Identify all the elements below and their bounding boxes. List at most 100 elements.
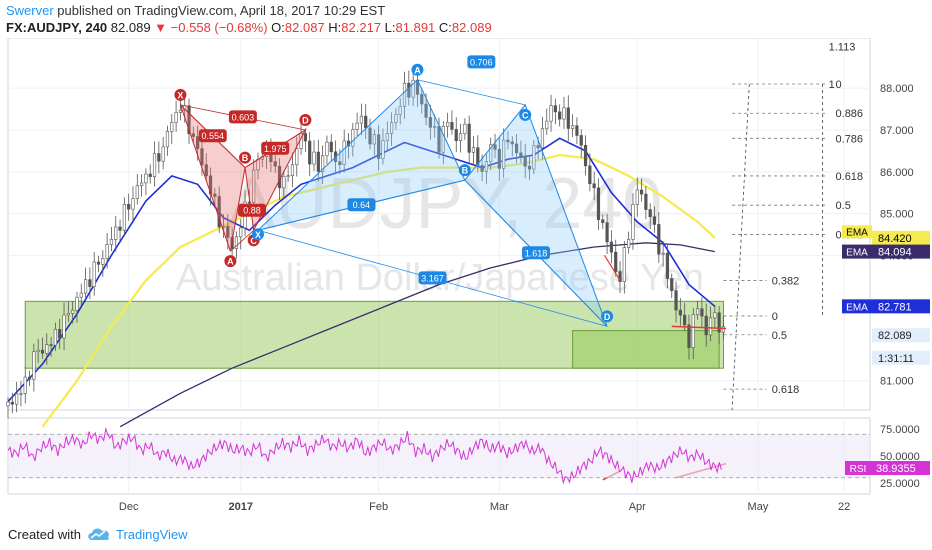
- candle: [157, 141, 161, 174]
- candle-body: [191, 133, 195, 137]
- candle: [670, 273, 674, 299]
- candle-body: [10, 401, 14, 405]
- harmonic-ratio-label: 0.64: [347, 198, 376, 212]
- candle: [122, 197, 126, 236]
- price-label-84-420: 84.420: [872, 230, 930, 245]
- candle-body: [678, 309, 682, 316]
- close-value: 82.089: [451, 20, 492, 35]
- candle-body: [545, 120, 549, 130]
- price-label-text: 84.094: [878, 247, 912, 259]
- harmonic-point-b: B: [458, 164, 471, 177]
- point-label: C: [250, 236, 257, 246]
- harmonic-pattern-red[interactable]: 0.554 0.88 1.975 0.603 X A B C D: [174, 88, 312, 268]
- harmonic-point-a: A: [224, 255, 237, 268]
- candle-body: [385, 133, 389, 141]
- candle: [575, 117, 579, 145]
- candle-body: [368, 127, 372, 145]
- time-axis[interactable]: Dec 2017 Feb Mar Apr May 22: [119, 501, 850, 513]
- candle-body: [187, 105, 191, 135]
- candle-body: [148, 173, 152, 177]
- candle: [489, 137, 493, 170]
- candle-body: [23, 376, 27, 394]
- candle: [45, 333, 49, 365]
- point-label: B: [462, 166, 469, 176]
- candle: [514, 134, 519, 164]
- candle-body: [674, 290, 678, 311]
- candle: [394, 108, 398, 130]
- harmonic-point-x: X: [174, 88, 187, 101]
- candle: [549, 94, 553, 132]
- candle: [661, 241, 665, 267]
- candle-body: [83, 279, 88, 294]
- candle-body: [239, 227, 243, 238]
- candle-body: [489, 144, 493, 162]
- created-with-text: Created with: [8, 527, 81, 542]
- price-label-bg: [872, 299, 930, 314]
- main-pane[interactable]: [7, 38, 871, 411]
- price-chart[interactable]: AUDJPY, 240 Australian Dollar/Japanese Y…: [0, 38, 932, 520]
- candle-body: [683, 314, 687, 326]
- candle-body: [558, 111, 562, 120]
- low-value: 81.891: [395, 20, 436, 35]
- candle: [286, 165, 290, 182]
- candle: [674, 281, 678, 323]
- candle-body: [687, 324, 691, 348]
- harmonic-point-b: B: [239, 151, 252, 164]
- harmonic-point-d: D: [299, 113, 312, 126]
- candle-body: [398, 106, 402, 115]
- candle-body: [178, 109, 183, 113]
- candle: [131, 186, 135, 221]
- candle-body: [407, 82, 411, 98]
- point-label: X: [255, 230, 261, 240]
- ohlc-line: FX:AUDJPY, 240 82.089 ▼ −0.558 (−0.68%) …: [6, 20, 492, 35]
- candle-body: [717, 312, 721, 333]
- candle: [566, 95, 570, 141]
- candle-body: [101, 258, 105, 265]
- candle: [295, 136, 299, 177]
- price-label-bg: [872, 328, 930, 343]
- tradingview-brand[interactable]: TradingView: [116, 527, 188, 542]
- candle: [588, 153, 592, 192]
- candle: [19, 380, 23, 407]
- ratio-badge: [418, 271, 447, 285]
- point-marker: [299, 113, 312, 126]
- candle-body: [411, 79, 415, 98]
- harmonic-point-x: X: [251, 228, 264, 241]
- time-tick-label: Dec: [119, 501, 139, 513]
- candle-body: [639, 189, 644, 195]
- candle-body: [502, 139, 506, 169]
- rsi-value-label: RSI 38.9355: [845, 461, 930, 476]
- candle-body: [303, 133, 307, 142]
- candle-body: [652, 216, 657, 225]
- candle-body: [36, 349, 40, 353]
- candle-body: [217, 196, 221, 228]
- candle-body: [644, 193, 648, 210]
- harmonic-ratio-label: 0.554: [198, 129, 227, 143]
- time-tick-label: Feb: [369, 501, 388, 513]
- candle: [691, 308, 695, 359]
- ema-tag-bg: [842, 244, 872, 259]
- symbol-label[interactable]: FX:AUDJPY, 240: [6, 20, 108, 35]
- candle-body: [704, 315, 708, 336]
- candle-body: [316, 151, 320, 172]
- candle-body: [450, 122, 454, 130]
- candle-body: [152, 153, 157, 177]
- harmonic-point-a: A: [411, 63, 424, 76]
- candle-body: [579, 135, 583, 146]
- candle-body: [424, 103, 428, 118]
- ema-tag-text: EMA: [846, 227, 868, 238]
- candle-body: [523, 156, 527, 167]
- price-axis[interactable]: 88.00087.00086.00085.00084.00081.00075.0…: [842, 83, 930, 490]
- fib-label: 1: [829, 79, 835, 91]
- harmonic-pattern-blue[interactable]: 0.64 0.706 1.618 3.167 X A B C D: [251, 55, 614, 327]
- candle-body: [441, 126, 445, 153]
- rsi-tick-label: 75.0000: [880, 424, 920, 436]
- candle: [96, 255, 101, 273]
- last-price: 82.089: [110, 20, 151, 35]
- candle: [135, 174, 139, 205]
- rsi-line: [7, 426, 722, 485]
- candle: [402, 71, 407, 119]
- fib-label: 0.618: [772, 384, 800, 396]
- candle-body: [58, 328, 62, 339]
- author-link[interactable]: Swerver: [6, 3, 54, 18]
